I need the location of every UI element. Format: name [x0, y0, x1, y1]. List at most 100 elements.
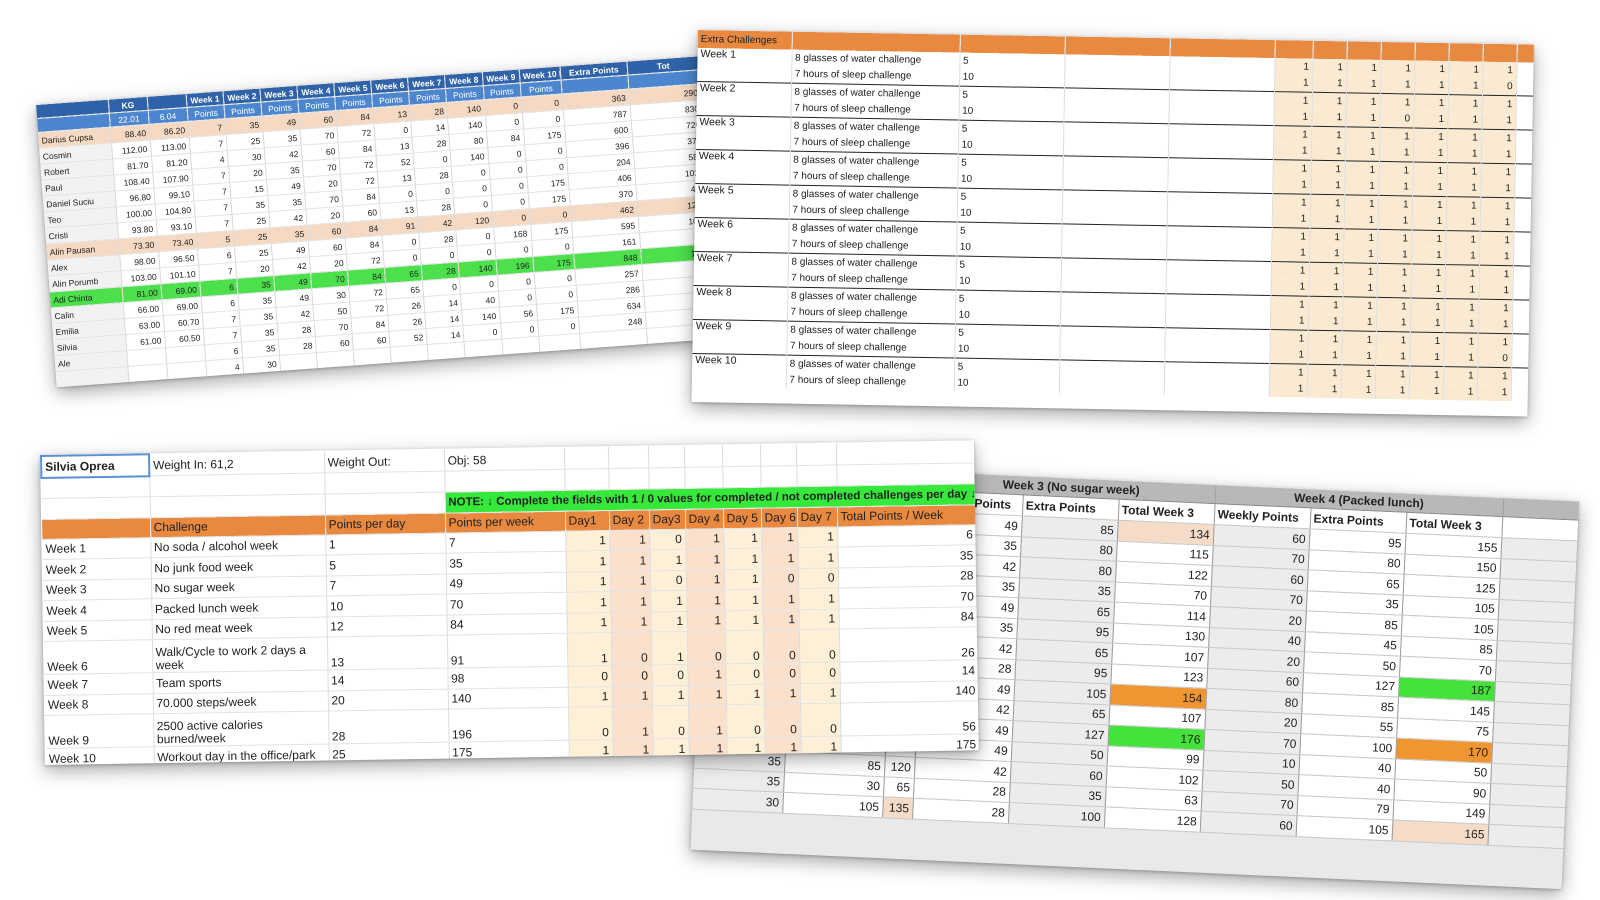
- day-mark-cell[interactable]: 1: [1413, 111, 1448, 129]
- challenge-name-cell[interactable]: 70.000 steps/week: [152, 690, 329, 714]
- day-value-cell[interactable]: 1: [725, 683, 765, 705]
- day-mark-cell[interactable]: 1: [1306, 364, 1342, 382]
- day-mark-cell[interactable]: 1: [1447, 111, 1482, 130]
- day-mark-cell[interactable]: 1: [1479, 214, 1514, 232]
- day-mark-cell[interactable]: 1: [1409, 331, 1444, 350]
- day-mark-cell[interactable]: 1: [1342, 296, 1377, 315]
- points-per-week-cell[interactable]: 49: [445, 571, 567, 595]
- points-cell[interactable]: 5: [956, 188, 1063, 207]
- empty-cell[interactable]: [1059, 342, 1165, 362]
- day-value-cell[interactable]: 1: [723, 548, 762, 570]
- week-label-cell[interactable]: Week 9: [692, 319, 787, 339]
- empty-cell[interactable]: [1061, 189, 1168, 209]
- day-mark-cell[interactable]: 1: [1479, 231, 1514, 249]
- day-value-cell[interactable]: 1: [687, 663, 726, 685]
- weight-in-cell[interactable]: Weight In: 61,2: [149, 451, 325, 476]
- day-mark-cell[interactable]: 1: [1409, 348, 1444, 367]
- challenge-name-cell[interactable]: Team sports: [152, 670, 328, 694]
- day-value-cell[interactable]: 1: [609, 529, 650, 551]
- day-value-cell[interactable]: 1: [761, 527, 798, 549]
- day-mark-cell[interactable]: 1: [1274, 58, 1313, 76]
- empty-cell[interactable]: [1487, 824, 1565, 849]
- participant-name-cell[interactable]: Silvia Oprea: [41, 454, 150, 478]
- day-value-cell[interactable]: 1: [797, 546, 838, 569]
- day-mark-cell[interactable]: 1: [1378, 161, 1413, 179]
- points-cell[interactable]: 128: [1103, 806, 1201, 832]
- day-mark-cell[interactable]: 1: [1346, 75, 1381, 94]
- day-mark-cell[interactable]: 1: [1442, 366, 1478, 385]
- day-value-cell[interactable]: 1: [762, 588, 799, 610]
- day-value-cell[interactable]: 1: [723, 527, 762, 549]
- day-value-cell[interactable]: 1: [652, 738, 689, 760]
- points-per-week-cell[interactable]: 98: [447, 666, 568, 689]
- day-value-cell[interactable]: 1: [565, 530, 610, 552]
- day-mark-cell[interactable]: 1: [1481, 129, 1516, 147]
- day-mark-cell[interactable]: 1: [1273, 125, 1312, 144]
- day-mark-cell[interactable]: 1: [1409, 314, 1445, 333]
- score-cell[interactable]: [166, 360, 207, 380]
- day-mark-cell[interactable]: 1: [1379, 76, 1415, 95]
- week-label-cell[interactable]: Week 3: [696, 115, 791, 135]
- points-per-week-cell[interactable]: 7: [445, 530, 566, 554]
- day-mark-cell[interactable]: 1: [1311, 126, 1346, 144]
- day-mark-cell[interactable]: 1: [1476, 367, 1512, 385]
- empty-cell[interactable]: [1168, 123, 1274, 143]
- day-mark-cell[interactable]: 1: [1375, 348, 1410, 366]
- day-value-cell[interactable]: 0: [798, 628, 840, 663]
- day-mark-cell[interactable]: 0: [1481, 78, 1517, 96]
- points-per-day-cell[interactable]: 5: [325, 553, 446, 576]
- day-mark-cell[interactable]: 1: [1410, 297, 1445, 316]
- weight-out-cell[interactable]: Weight Out:: [323, 449, 445, 474]
- day-mark-cell[interactable]: 1: [1344, 143, 1380, 162]
- day-mark-cell[interactable]: 1: [1345, 126, 1380, 145]
- day-value-cell[interactable]: 0: [799, 702, 841, 737]
- day-value-cell[interactable]: 1: [797, 526, 838, 548]
- score-cell[interactable]: [127, 363, 168, 383]
- score-cell[interactable]: [579, 328, 648, 350]
- score-cell[interactable]: [279, 352, 318, 372]
- empty-cell[interactable]: [1165, 276, 1271, 296]
- day-value-cell[interactable]: 1: [649, 549, 686, 571]
- challenge-name-cell[interactable]: No sugar week: [150, 575, 327, 599]
- points-cell[interactable]: 5: [955, 290, 1061, 309]
- day-mark-cell[interactable]: 1: [1442, 383, 1477, 401]
- week-label-cell[interactable]: Week 10: [692, 353, 787, 373]
- week-label-cell[interactable]: Week 6: [694, 217, 789, 237]
- day-mark-cell[interactable]: 1: [1343, 211, 1378, 230]
- day-mark-cell[interactable]: 1: [1410, 280, 1445, 299]
- challenge-name-cell[interactable]: 2500 active calories burned/week: [153, 711, 329, 747]
- day-mark-cell[interactable]: 1: [1446, 179, 1481, 198]
- empty-cell[interactable]: [1166, 191, 1273, 211]
- day-mark-cell[interactable]: 1: [1269, 312, 1309, 331]
- empty-cell[interactable]: [1060, 274, 1166, 294]
- day-mark-cell[interactable]: 1: [1377, 246, 1412, 264]
- day-mark-cell[interactable]: 1: [1411, 229, 1446, 248]
- day-value-cell[interactable]: 0: [610, 631, 652, 666]
- points-per-week-cell[interactable]: 84: [446, 612, 567, 636]
- empty-cell[interactable]: [1164, 327, 1270, 347]
- points-cell[interactable]: 5: [956, 222, 1062, 241]
- day-mark-cell[interactable]: 1: [1476, 384, 1511, 402]
- day-mark-cell[interactable]: 1: [1272, 176, 1311, 195]
- day-mark-cell[interactable]: 1: [1410, 263, 1446, 282]
- challenge-name-cell[interactable]: No junk food week: [150, 555, 326, 579]
- day-value-cell[interactable]: 1: [612, 705, 653, 740]
- empty-cell[interactable]: [1060, 257, 1167, 277]
- points-cell[interactable]: 5: [957, 154, 1063, 173]
- day-mark-cell[interactable]: 1: [1379, 93, 1414, 112]
- day-value-cell[interactable]: 1: [612, 738, 653, 761]
- week-label-cell[interactable]: [695, 166, 790, 186]
- points-cell[interactable]: 30: [692, 788, 784, 813]
- day-mark-cell[interactable]: 1: [1309, 245, 1344, 263]
- day-value-cell[interactable]: 1: [609, 549, 650, 572]
- empty-cell[interactable]: [1169, 56, 1275, 75]
- day-mark-cell[interactable]: 1: [1307, 330, 1342, 348]
- points-cell[interactable]: 65: [882, 776, 914, 799]
- day-mark-cell[interactable]: 1: [1341, 313, 1377, 332]
- day-value-cell[interactable]: 0: [649, 569, 687, 591]
- day-mark-cell[interactable]: 1: [1310, 143, 1346, 161]
- score-cell[interactable]: [538, 333, 581, 353]
- day-mark-cell[interactable]: 1: [1341, 347, 1376, 366]
- score-cell[interactable]: [427, 341, 466, 361]
- week-label-cell[interactable]: [695, 132, 791, 152]
